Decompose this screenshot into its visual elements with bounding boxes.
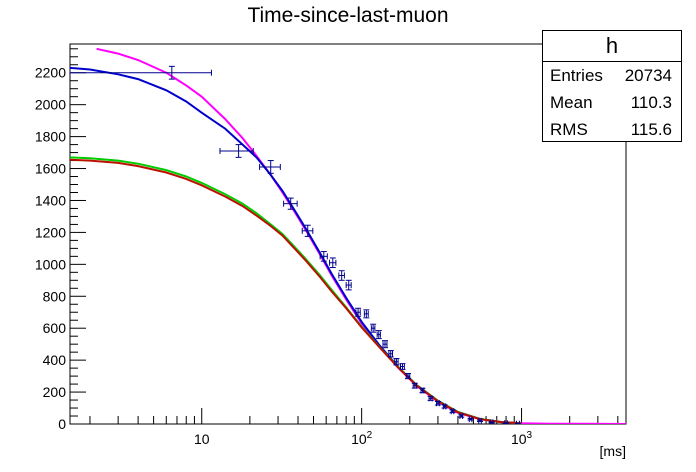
data-point xyxy=(338,270,345,281)
fit-curve-4 xyxy=(70,158,522,424)
data-point xyxy=(319,251,328,262)
y-tick-label: 800 xyxy=(43,288,67,304)
x-tick-exponent: 2 xyxy=(367,430,373,441)
data-point xyxy=(405,373,412,380)
y-tick-label: 1200 xyxy=(35,224,66,240)
x-tick-label: 103 xyxy=(511,430,533,447)
y-tick-label: 1000 xyxy=(35,256,66,272)
data-point xyxy=(382,340,389,349)
x-tick-label: 10 xyxy=(194,431,210,447)
y-tick-label: 600 xyxy=(43,320,67,336)
data-point xyxy=(283,197,298,210)
data-point xyxy=(70,65,212,80)
y-tick-label: 400 xyxy=(43,352,67,368)
data-point xyxy=(329,257,337,269)
data-point xyxy=(259,160,281,174)
x-axis-label: [ms] xyxy=(600,443,626,459)
fit-curve-2 xyxy=(70,66,522,424)
data-point xyxy=(301,224,314,237)
stats-row-rms: RMS 115.6 xyxy=(543,116,681,143)
stats-mean-label: Mean xyxy=(550,93,593,112)
data-point xyxy=(375,330,382,340)
data-point xyxy=(363,309,370,319)
data-points xyxy=(70,65,521,424)
data-point xyxy=(370,323,377,333)
data-point xyxy=(411,382,418,389)
x-tick-exponent: 3 xyxy=(527,430,533,441)
data-point xyxy=(514,420,521,424)
stats-rms-label: RMS xyxy=(550,120,588,139)
y-tick-label: 2000 xyxy=(35,97,66,113)
data-point xyxy=(458,413,465,420)
data-point xyxy=(345,279,352,291)
y-tick-label: 0 xyxy=(58,416,66,432)
data-point xyxy=(427,395,434,402)
data-point xyxy=(399,363,406,370)
curve-group xyxy=(70,47,626,424)
fit-curve-3 xyxy=(70,156,522,424)
y-tick-label: 200 xyxy=(43,384,67,400)
data-point xyxy=(355,307,362,317)
data-point xyxy=(219,144,254,158)
stats-mean-value: 110.3 xyxy=(630,93,672,112)
y-tick-label: 1800 xyxy=(35,129,66,145)
data-point xyxy=(419,387,426,394)
y-tick-label: 1600 xyxy=(35,161,66,177)
stats-row-entries: Entries 20734 xyxy=(543,62,681,89)
chart-title: Time-since-last-muon xyxy=(247,4,449,27)
stats-box: h Entries 20734 Mean 110.3 RMS 115.6 xyxy=(542,30,682,142)
data-point xyxy=(477,417,484,424)
stats-row-mean: Mean 110.3 xyxy=(543,89,681,116)
data-point xyxy=(387,350,394,358)
data-point xyxy=(488,419,495,424)
x-tick-label: 102 xyxy=(351,430,373,447)
data-point xyxy=(449,408,456,415)
data-point xyxy=(441,403,448,410)
stats-entries-value: 20734 xyxy=(624,66,672,85)
stats-histogram-name: h xyxy=(543,31,681,62)
plot-frame xyxy=(69,43,627,425)
stats-entries-label: Entries xyxy=(550,66,603,85)
data-point xyxy=(503,420,510,424)
data-point xyxy=(393,358,400,366)
stats-rms-value: 115.6 xyxy=(630,120,672,139)
y-tick-label: 1400 xyxy=(35,192,66,208)
data-point xyxy=(467,416,474,423)
data-point xyxy=(434,400,441,407)
y-tick-label: 2200 xyxy=(35,65,66,81)
